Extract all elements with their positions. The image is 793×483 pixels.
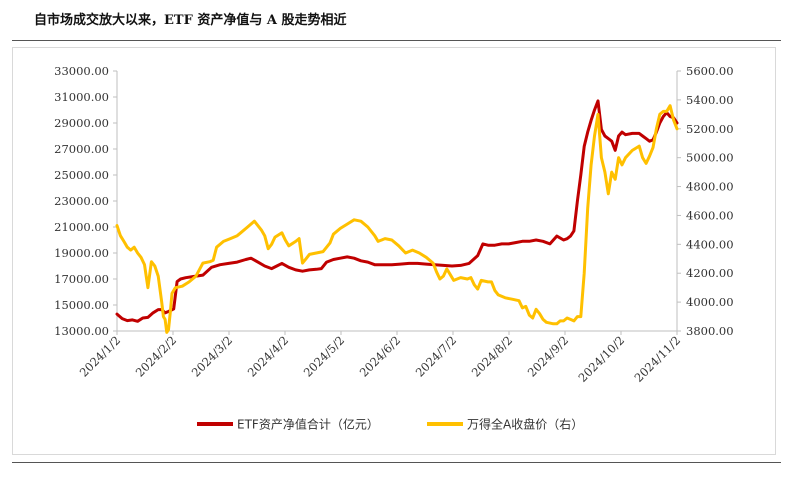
top-divider — [12, 40, 781, 41]
x-tick-label: 2024/8/2 — [469, 333, 515, 379]
y-left-tick-label: 17000.00 — [54, 272, 109, 286]
legend-label-2: 万得全A收盘价（右） — [467, 417, 583, 432]
x-tick-label: 2024/3/2 — [189, 333, 235, 379]
legend-label-1: ETF资产净值合计（亿元） — [237, 417, 379, 432]
y-right-tick-label: 4600.00 — [686, 208, 734, 222]
y-left-tick-label: 31000.00 — [54, 90, 109, 104]
x-tick-label: 2024/10/2 — [576, 333, 628, 385]
x-tick-label: 2024/4/2 — [245, 333, 291, 379]
x-tick-label: 2024/6/2 — [357, 333, 403, 379]
x-tick-label: 2024/5/2 — [301, 333, 347, 379]
y-right-tick-label: 4400.00 — [686, 237, 734, 251]
y-left-tick-label: 21000.00 — [54, 220, 109, 234]
y-right-tick-label: 4200.00 — [686, 266, 734, 280]
y-left-tick-label: 19000.00 — [54, 246, 109, 260]
y-left-tick-label: 29000.00 — [54, 116, 109, 130]
y-left-tick-label: 23000.00 — [54, 194, 109, 208]
y-right-tick-label: 4800.00 — [686, 180, 734, 194]
x-tick-label: 2024/11/2 — [632, 333, 684, 385]
bottom-divider — [12, 462, 781, 463]
chart-lines — [115, 99, 679, 334]
y-left-tick-label: 33000.00 — [54, 64, 109, 78]
y-right-tick-label: 5200.00 — [686, 122, 734, 136]
x-tick-label: 2024/9/2 — [525, 333, 571, 379]
y-right-tick-label: 5000.00 — [686, 151, 734, 165]
x-tick-label: 2024/7/2 — [413, 333, 459, 379]
chart-legend: ETF资产净值合计（亿元） 万得全A收盘价（右） — [197, 417, 583, 432]
series-line-1 — [115, 99, 679, 323]
chart-frame — [12, 47, 776, 455]
y-left-tick-label: 15000.00 — [54, 298, 109, 312]
chart-title: 自市场成交放大以来，ETF 资产净值与 A 股走势相近 — [34, 13, 347, 28]
y-right-tick-label: 4000.00 — [686, 295, 734, 309]
y-right-tick-label: 3800.00 — [686, 324, 734, 338]
y-right-tick-label: 5400.00 — [686, 93, 734, 107]
chart-axes: 33000.00 31000.00 29000.00 27000.00 25000.00… — [54, 64, 733, 385]
y-left-tick-label: 27000.00 — [54, 142, 109, 156]
x-tick-label: 2024/1/2 — [77, 333, 123, 379]
y-left-tick-label: 13000.00 — [54, 324, 109, 338]
series-line-2 — [115, 104, 679, 334]
x-tick-label: 2024/2/2 — [133, 333, 179, 379]
y-left-tick-label: 25000.00 — [54, 168, 109, 182]
y-right-tick-label: 5600.00 — [686, 64, 734, 78]
